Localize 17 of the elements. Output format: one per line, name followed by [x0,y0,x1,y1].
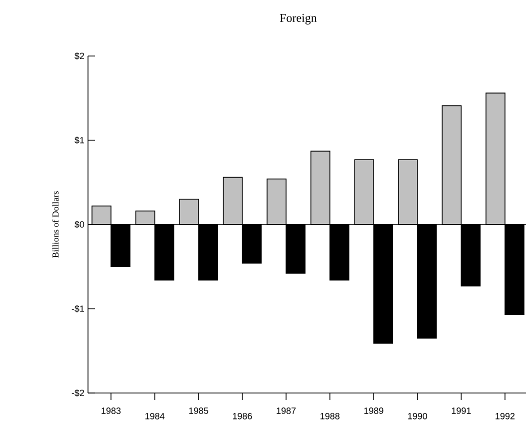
chart-title: Foreign [280,14,317,24]
y-tick-label: $2 [74,52,84,60]
y-tick-label: -$1 [72,305,84,312]
x-tick-label: 1991 [452,408,471,414]
x-tick-label: 1986 [233,412,252,420]
x-tick-label: 1987 [276,408,296,414]
y-tick-label: $1 [74,136,84,144]
x-tick-label: 1983 [102,408,121,414]
y-tick-label: $0 [74,220,84,228]
x-tick-label: 1985 [189,408,208,414]
y-axis-title: Billions of Dollars [52,191,59,258]
x-tick-label: 1989 [364,408,384,414]
x-tick-label: 1988 [320,412,340,420]
y-tick-label: -$2 [72,389,84,397]
x-tick-label: 1984 [145,412,164,420]
x-tick-label: 1992 [496,412,515,420]
x-tick-label: 1990 [408,412,428,420]
